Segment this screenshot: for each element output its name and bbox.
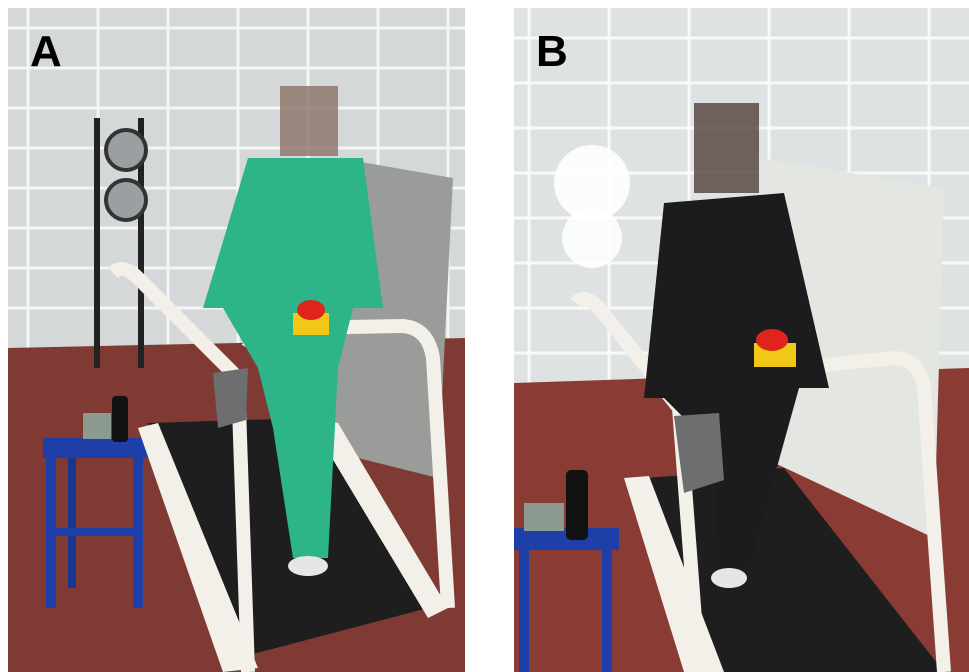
blue-stool (43, 438, 148, 608)
blurred-face (280, 86, 338, 156)
panel-b-scene (514, 8, 969, 672)
panel-label-a: A (30, 27, 62, 76)
handrail-left (108, 262, 255, 672)
emergency-stop-button (756, 329, 788, 351)
panel-a-photo: A (8, 8, 465, 672)
subject-black-suit (644, 103, 829, 588)
blurred-face (694, 103, 759, 193)
button-housing (293, 313, 329, 335)
lamp-top (104, 128, 148, 172)
lamp-bottom (104, 178, 148, 222)
light-stand (94, 118, 100, 368)
subject-green-suit (203, 86, 383, 576)
water-bottle (566, 470, 588, 540)
handrail-left (570, 292, 706, 672)
towel (213, 368, 248, 428)
emergency-stop-button (297, 300, 325, 320)
data-logger (524, 503, 564, 531)
shoe (288, 556, 328, 576)
water-bottle (112, 396, 128, 442)
treadmill-side-right (308, 418, 448, 618)
panel-b-photo: B (514, 8, 969, 672)
panel-a-scene (8, 8, 465, 672)
panel-label-b: B (536, 27, 568, 76)
lamp-glare-top (554, 145, 630, 221)
data-logger (83, 413, 111, 439)
shoe (711, 568, 747, 588)
towel (674, 413, 724, 493)
treadmill-side-left (138, 423, 258, 672)
lamp-glare-bottom (562, 208, 622, 268)
blue-stool (514, 528, 619, 672)
grey-board (759, 158, 944, 538)
